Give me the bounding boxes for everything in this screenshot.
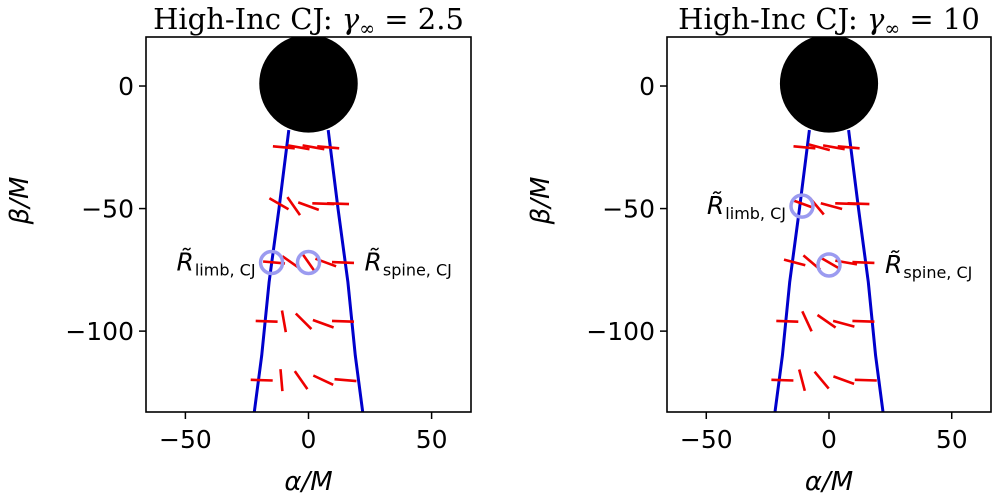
polarization-tick <box>837 145 860 150</box>
polarization-tick <box>797 369 807 392</box>
x-axis-label: α/M <box>284 467 332 497</box>
polarization-tick <box>801 310 813 332</box>
x-tick-label: −50 <box>680 425 733 454</box>
polarization-tick <box>272 145 295 150</box>
polarization-tick <box>771 378 794 382</box>
marker-label-subscript: limb, CJ <box>195 260 256 279</box>
polarization-tick <box>334 377 357 383</box>
x-tick-label: 50 <box>936 425 968 454</box>
chart-title-prefix: High-Inc CJ: <box>153 2 342 36</box>
y-tick-label: −50 <box>602 195 655 224</box>
y-tick-label: 0 <box>639 72 655 101</box>
polarization-tick <box>791 198 813 209</box>
marker-label-main: R̃ <box>365 247 382 276</box>
chart-title-symbol: γ <box>342 2 360 36</box>
marker-label-subscript: spine, CJ <box>383 260 452 279</box>
polarization-tick <box>280 310 288 333</box>
polarization-tick <box>293 370 309 390</box>
polarization-tick <box>816 313 837 329</box>
chart-title-subscript: ∞ <box>359 18 375 40</box>
black-hole-shadow <box>779 37 879 133</box>
x-tick-label: 0 <box>301 425 317 454</box>
y-tick-label: −50 <box>81 195 134 224</box>
polarization-tick <box>286 196 302 216</box>
polarization-tick <box>312 374 334 386</box>
marker-label-main: R̃ <box>707 191 724 220</box>
marker-label-2: R̃spine, CJ <box>885 250 972 282</box>
polarization-tick <box>301 252 316 273</box>
chart-title-symbol: γ <box>867 2 885 36</box>
panel-1: R̃limb, CJ R̃spine, CJ−50 0 500−50−100High-… <box>5 2 472 497</box>
marker-label-main: R̃ <box>885 250 902 279</box>
marker-label-subscript: limb, CJ <box>725 204 786 223</box>
marker-label-subscript: spine, CJ <box>903 263 972 282</box>
black-hole-shadow <box>259 37 358 133</box>
polarization-tick <box>255 319 278 323</box>
polarization-tick <box>832 319 855 328</box>
y-axis-label: β/M <box>5 177 35 226</box>
marker-circle-2 <box>295 249 322 276</box>
polarization-tick <box>287 144 310 151</box>
y-axis-label: β/M <box>526 177 556 226</box>
polarization-tick <box>852 260 875 265</box>
polarization-tick <box>808 143 831 152</box>
x-tick-label: 0 <box>821 425 837 454</box>
x-axis-label: α/M <box>805 467 853 497</box>
polarization-tick <box>331 319 355 323</box>
polarization-tick <box>312 318 335 329</box>
polarization-tick <box>820 202 843 211</box>
y-tick-label: 0 <box>118 72 134 101</box>
polarization-tick <box>268 197 290 211</box>
marker-label-1: R̃limb, CJ <box>707 191 786 223</box>
polarization-tick <box>822 144 845 151</box>
polarization-tick <box>852 319 875 323</box>
chart-title-rhs: = 2.5 <box>375 2 464 36</box>
polarization-tick <box>327 202 350 206</box>
polarization-tick <box>279 369 284 392</box>
marker-label-2: R̃spine, CJ <box>365 247 452 279</box>
chart-title: High-Inc CJ: γ∞ = 10 <box>678 2 980 40</box>
y-tick-label: −100 <box>65 317 134 346</box>
panel-2: R̃limb, CJR̃spine, CJ−50 0 500−50−100High-… <box>526 2 992 497</box>
marker-label-main: R̃ <box>176 247 193 276</box>
polarization-tick <box>776 319 799 323</box>
marker-circle-1 <box>789 193 815 219</box>
polarization-tick <box>793 145 816 150</box>
boundary-line-2 <box>847 129 885 412</box>
polarization-tick <box>783 258 806 267</box>
marker-label-1: R̃limb, CJ <box>176 247 255 279</box>
polarization-tick <box>297 201 320 212</box>
polarization-tick <box>294 312 313 331</box>
polarization-tick <box>302 144 325 151</box>
marker-circle-1 <box>258 249 285 276</box>
marker-circle-2 <box>816 252 842 278</box>
polarization-tick <box>250 378 273 382</box>
polarization-tick <box>317 145 340 150</box>
polarization-tick <box>847 202 870 206</box>
plot-area <box>771 37 885 412</box>
polarization-tick <box>813 370 830 390</box>
chart-title-rhs: = 10 <box>900 2 980 36</box>
plot-area <box>250 37 365 412</box>
polarization-tick <box>832 375 855 386</box>
polarization-tick <box>854 378 877 382</box>
y-tick-label: −100 <box>586 317 655 346</box>
x-tick-label: −50 <box>159 425 212 454</box>
chart-title: High-Inc CJ: γ∞ = 2.5 <box>153 2 464 40</box>
x-tick-label: 50 <box>416 425 448 454</box>
boundary-line-1 <box>773 129 811 412</box>
polarization-tick <box>331 260 355 265</box>
polarization-tick <box>818 255 840 270</box>
boundary-line-1 <box>252 129 291 412</box>
chart-title-prefix: High-Inc CJ: <box>678 2 867 36</box>
chart-title-subscript: ∞ <box>884 18 900 40</box>
boundary-line-2 <box>326 129 365 412</box>
